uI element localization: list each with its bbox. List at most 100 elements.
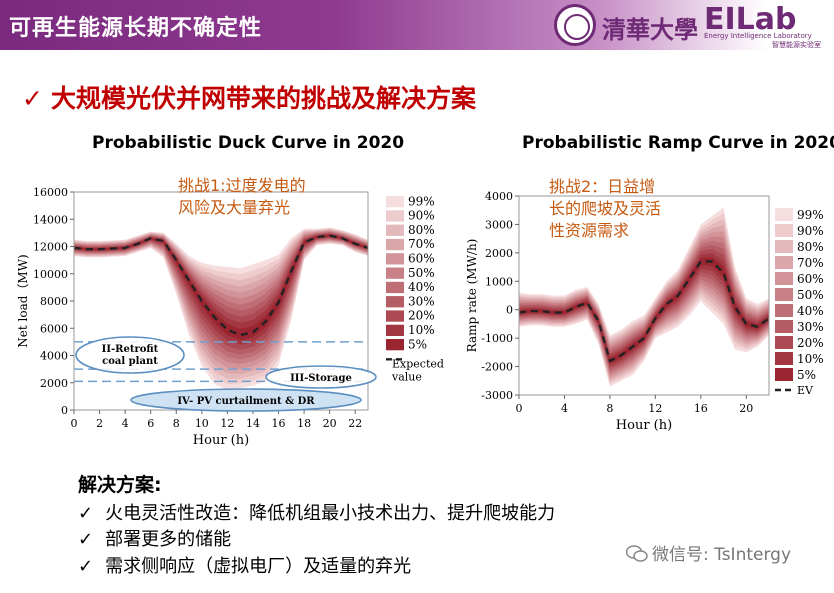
duck-legend-label: 20% bbox=[408, 309, 435, 323]
duck-legend-swatch bbox=[386, 339, 404, 351]
duck-x-axis-label: Hour (h) bbox=[193, 433, 249, 448]
ramp-legend-swatch bbox=[775, 352, 793, 365]
watermark-text: 微信号: TsIntergy bbox=[652, 545, 792, 565]
ramp-legend-label: 70% bbox=[797, 256, 824, 270]
duck-legend-label: 5% bbox=[408, 337, 427, 351]
ramp-x-tick-label: 12 bbox=[648, 402, 662, 415]
duck-x-tick-label: 22 bbox=[348, 417, 362, 430]
duck-region-label: coal plant bbox=[102, 356, 158, 367]
ramp-band-60pct bbox=[519, 231, 769, 378]
duck-legend-swatch bbox=[386, 210, 404, 222]
duck-band-60pct bbox=[74, 230, 368, 369]
ramp-band-70pct bbox=[519, 225, 769, 380]
duck-legend-swatch bbox=[386, 224, 404, 236]
ramp-y-axis-label: Ramp rate (MW/h) bbox=[465, 239, 479, 353]
duck-legend-swatch bbox=[386, 253, 404, 265]
ramp-legend-swatch bbox=[775, 224, 793, 237]
duck-x-tick-label: 6 bbox=[147, 417, 154, 430]
ramp-legend-swatch bbox=[775, 368, 793, 381]
university-name: 清華大學 bbox=[602, 15, 698, 44]
duck-x-tick-label: 8 bbox=[173, 417, 180, 430]
duck-x-tick-label: 4 bbox=[122, 417, 129, 430]
ramp-y-tick-label: -3000 bbox=[481, 389, 513, 402]
duck-x-tick-label: 12 bbox=[220, 417, 234, 430]
duck-legend-label: 70% bbox=[408, 237, 435, 251]
ramp-x-tick-label: 8 bbox=[606, 402, 613, 415]
ramp-band-5pct bbox=[519, 257, 769, 364]
duck-legend-swatch bbox=[386, 296, 404, 308]
slide-headline: ✓ 大规模光伏并网带来的挑战及解决方案 bbox=[22, 79, 476, 115]
ramp-band-20pct bbox=[519, 249, 769, 368]
ramp-band-40pct bbox=[519, 240, 769, 373]
duck-legend-label: 80% bbox=[408, 223, 435, 237]
duck-band-80pct bbox=[74, 228, 368, 379]
ramp-y-tick-label: -1000 bbox=[481, 332, 513, 345]
duck-legend-swatch bbox=[386, 281, 404, 294]
wechat-icon bbox=[625, 545, 648, 562]
title-bar: 可再生能源长期不确定性 bbox=[0, 0, 834, 50]
ramp-legend-swatch bbox=[775, 320, 793, 333]
ramp-legend-expected-label: EV bbox=[797, 384, 814, 397]
ramp-legend-label: 80% bbox=[797, 240, 824, 254]
check-icon: ✓ bbox=[78, 556, 94, 577]
duck-band-10pct bbox=[74, 234, 368, 345]
solution-text: 火电灵活性改造：降低机组最小技术出力、提升爬坡能力 bbox=[105, 503, 556, 524]
ramp-legend-swatch bbox=[775, 240, 793, 253]
duck-legend-label: 30% bbox=[408, 294, 435, 308]
wechat-watermark: 微信号: TsIntergy bbox=[625, 540, 792, 565]
duck-region-ellipse-storage bbox=[265, 365, 377, 389]
headline-text: 大规模光伏并网带来的挑战及解决方案 bbox=[50, 84, 476, 113]
duck-legend-expected-label: value bbox=[391, 370, 422, 383]
ramp-x-tick-label: 0 bbox=[516, 402, 523, 415]
duck-legend-expected-label: Expected bbox=[392, 357, 444, 370]
solution-item: ✓ 需求侧响应（虚拟电厂）及适量的弃光 bbox=[78, 552, 411, 578]
duck-band-50pct bbox=[74, 231, 368, 364]
ramp-y-tick-label: 1000 bbox=[485, 275, 513, 288]
duck-legend-label: 90% bbox=[408, 209, 435, 223]
ramp-x-tick-label: 20 bbox=[739, 402, 753, 415]
duck-y-tick-label: 6000 bbox=[40, 322, 68, 335]
duck-band-70pct bbox=[74, 229, 368, 374]
duck-expected-line bbox=[73, 234, 369, 337]
university-lab-logo: 清華大學 EILab Energy Intelligence Laborator… bbox=[554, 2, 829, 49]
ramp-y-tick-label: 0 bbox=[506, 304, 513, 317]
ramp-band-99pct bbox=[519, 207, 769, 387]
duck-legend-label: 40% bbox=[408, 280, 435, 294]
duck-legend-label: 50% bbox=[408, 266, 435, 280]
duck-x-tick-label: 2 bbox=[96, 417, 103, 430]
solutions-title: 解决方案: bbox=[78, 474, 162, 496]
ramp-expected-line bbox=[518, 260, 770, 363]
duck-chart-title: Probabilistic Duck Curve in 2020 bbox=[92, 133, 405, 153]
ramp-legend-swatch bbox=[775, 288, 793, 301]
ramp-legend-label: 60% bbox=[797, 272, 824, 286]
ramp-x-tick-label: 4 bbox=[561, 402, 568, 415]
solution-text: 部署更多的储能 bbox=[105, 529, 232, 550]
check-icon: ✓ bbox=[22, 84, 43, 113]
ramp-y-tick-label: 3000 bbox=[485, 218, 513, 231]
lab-subtitle-cn: 智慧能源实验室 bbox=[772, 41, 821, 49]
duck-band-30pct bbox=[74, 232, 368, 355]
check-icon: ✓ bbox=[78, 529, 94, 550]
ramp-annotation: 长的爬坡及灵活 bbox=[549, 199, 661, 218]
duck-y-tick-label: 10000 bbox=[33, 268, 68, 281]
ramp-band-80pct bbox=[519, 219, 769, 382]
duck-y-tick-label: 2000 bbox=[40, 377, 68, 390]
duck-band-40pct bbox=[74, 231, 368, 360]
ramp-band-10pct bbox=[519, 253, 769, 366]
ramp-band-50pct bbox=[519, 236, 769, 375]
ramp-legend-swatch bbox=[775, 304, 793, 317]
solution-item: ✓ 部署更多的储能 bbox=[78, 525, 231, 551]
ramp-x-tick-label: 16 bbox=[694, 402, 708, 415]
duck-annotation: 挑战1:过度发电的 bbox=[178, 176, 306, 195]
ramp-chart-title: Probabilistic Ramp Curve in 2020 bbox=[522, 133, 834, 153]
ramp-annotation: 挑战2：日益增 bbox=[549, 177, 655, 196]
duck-y-tick-label: 14000 bbox=[33, 213, 68, 226]
duck-band-5pct bbox=[74, 234, 368, 340]
duck-band-99pct bbox=[74, 227, 368, 390]
duck-plot-frame bbox=[73, 191, 369, 411]
ramp-legend-label: 90% bbox=[797, 224, 824, 238]
duck-y-tick-label: 8000 bbox=[40, 295, 68, 308]
duck-legend-swatch bbox=[386, 196, 404, 208]
duck-region-label: IV- PV curtailment & DR bbox=[177, 396, 315, 407]
duck-y-axis-label: Net load（MW) bbox=[16, 254, 30, 347]
